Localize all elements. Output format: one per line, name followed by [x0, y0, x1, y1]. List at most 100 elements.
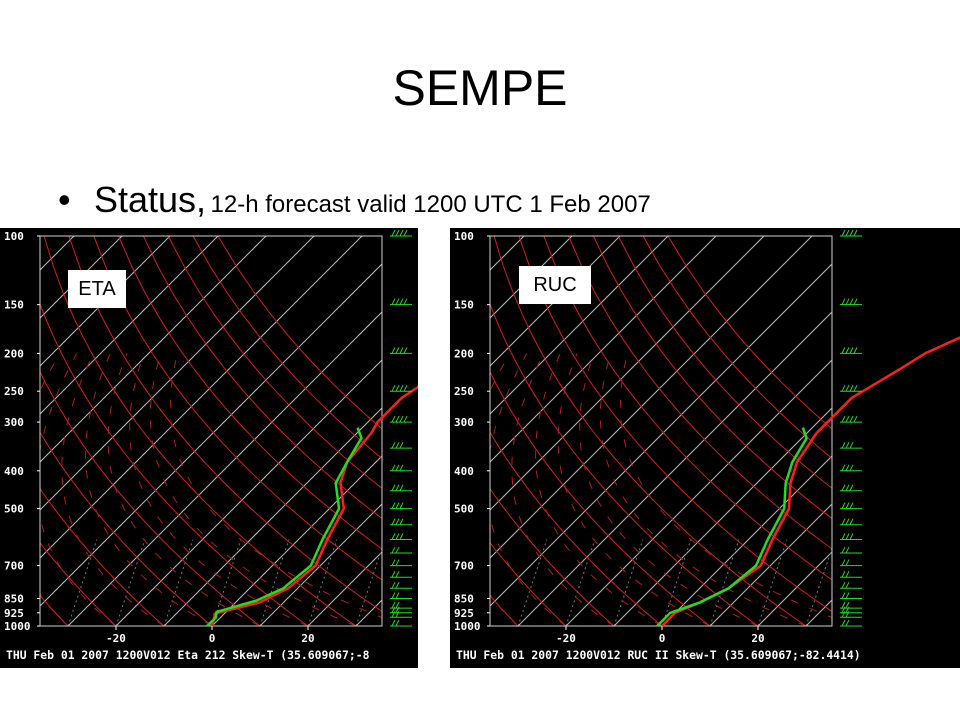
pressure-label: 200	[4, 347, 24, 360]
pressure-label: 300	[4, 416, 24, 429]
wind-barb	[840, 533, 862, 540]
pressure-label: 850	[454, 592, 474, 605]
bullet-main-text: Status,	[94, 179, 207, 220]
isotherm-line	[211, 455, 382, 626]
isotherm-line	[490, 236, 717, 463]
dry-adiabat	[40, 431, 213, 626]
moist-adiabat	[85, 353, 213, 626]
wind-barb	[390, 502, 412, 510]
pressure-label: 400	[4, 465, 24, 478]
isotherm-line	[40, 236, 219, 415]
wind-barb	[840, 611, 862, 618]
wind-barb	[390, 601, 412, 609]
isotherm-line	[307, 551, 382, 626]
moist-adiabat	[169, 353, 382, 619]
pressure-label: 150	[4, 299, 24, 312]
mixing-ratio-line	[163, 539, 194, 626]
pressure-label: 250	[454, 385, 474, 398]
mixing-ratio-line	[67, 539, 98, 626]
wind-barb	[840, 298, 862, 306]
wind-barb	[390, 533, 412, 540]
dry-adiabat	[642, 236, 832, 460]
wind-barb	[840, 384, 862, 392]
mixing-ratio-line	[259, 539, 290, 626]
mixing-ratio-line	[709, 539, 740, 626]
wind-barb	[840, 581, 862, 589]
isotherm-line	[67, 311, 382, 626]
isotherm-line	[40, 236, 363, 559]
isotherm-line	[613, 407, 832, 626]
pressure-label: 300	[454, 416, 474, 429]
temperature-label: 0	[209, 632, 216, 645]
dry-adiabat	[568, 236, 832, 550]
moist-adiabat	[557, 353, 711, 626]
wind-barb	[390, 619, 412, 627]
wind-barb	[390, 229, 412, 237]
dry-adiabat	[118, 236, 382, 550]
pressure-label: 100	[4, 230, 24, 243]
dewpoint-trace	[656, 427, 808, 627]
isotherm-line	[805, 599, 832, 626]
wind-barb	[390, 298, 412, 306]
wind-barb	[840, 415, 862, 423]
isotherm-line	[40, 263, 382, 607]
pressure-label: 1000	[4, 620, 31, 633]
mixing-ratio-line	[517, 539, 548, 626]
skewt-grid	[40, 236, 418, 626]
dry-adiabat	[490, 594, 519, 626]
wind-barb	[390, 484, 412, 492]
pressure-label: 700	[4, 560, 24, 573]
dry-adiabat	[667, 236, 832, 430]
wind-barb	[840, 229, 862, 237]
mixing-ratio-line	[613, 539, 644, 626]
dry-adiabat	[142, 236, 382, 520]
mixing-ratio-line	[757, 539, 788, 626]
moist-adiabat	[107, 353, 261, 626]
dry-adiabat	[40, 594, 69, 626]
wind-barb	[840, 559, 862, 567]
dry-adiabat	[592, 236, 832, 520]
isotherm-line	[517, 311, 832, 626]
wind-barb	[390, 592, 412, 599]
pressure-label: 925	[4, 607, 24, 620]
isotherm-line	[854, 236, 960, 626]
skewt-caption: THU Feb 01 2007 1200V012 Eta 212 Skew-T …	[6, 648, 370, 662]
wind-barb	[840, 546, 862, 554]
isotherm-line	[490, 236, 765, 511]
isotherm-line	[902, 236, 960, 626]
pressure-label: 1000	[454, 620, 481, 633]
dry-adiabat	[490, 487, 615, 626]
moist-adiabat	[511, 353, 615, 626]
dry-adiabat	[40, 542, 117, 626]
wind-barb	[390, 441, 412, 449]
pressure-label: 850	[4, 592, 24, 605]
dry-adiabat	[543, 236, 832, 581]
wind-barb	[390, 611, 412, 618]
isotherm-line	[40, 236, 315, 511]
bullet-dot: •	[58, 179, 71, 220]
wind-barb	[390, 571, 412, 578]
pressure-label: 925	[454, 607, 474, 620]
isotherm-line	[490, 263, 832, 607]
bullet-line: • Status, 12-h forecast valid 1200 UTC 1 …	[58, 178, 651, 222]
temperature-label: 20	[301, 632, 314, 645]
wind-barb	[390, 518, 412, 526]
wind-barb	[840, 347, 862, 354]
skewt-grid	[490, 236, 960, 626]
pressure-label: 100	[454, 230, 474, 243]
dry-adiabat	[192, 236, 382, 460]
dry-adiabat	[40, 487, 165, 626]
mixing-ratio-line	[565, 539, 596, 626]
isotherm-line	[404, 236, 418, 626]
dry-adiabat	[40, 302, 309, 626]
isotherm-line	[115, 359, 382, 626]
temperature-trace	[661, 336, 960, 627]
temperature-label: -20	[106, 632, 126, 645]
moist-adiabat	[535, 353, 663, 626]
dry-adiabat	[490, 370, 711, 626]
mixing-ratio-line	[355, 546, 382, 626]
pressure-label: 500	[454, 503, 474, 516]
dry-adiabat	[217, 236, 382, 430]
eta-skewt-panel: 100 150 200 250 300 400 500 700 850 925 1000 -20 0 20…	[0, 228, 418, 668]
